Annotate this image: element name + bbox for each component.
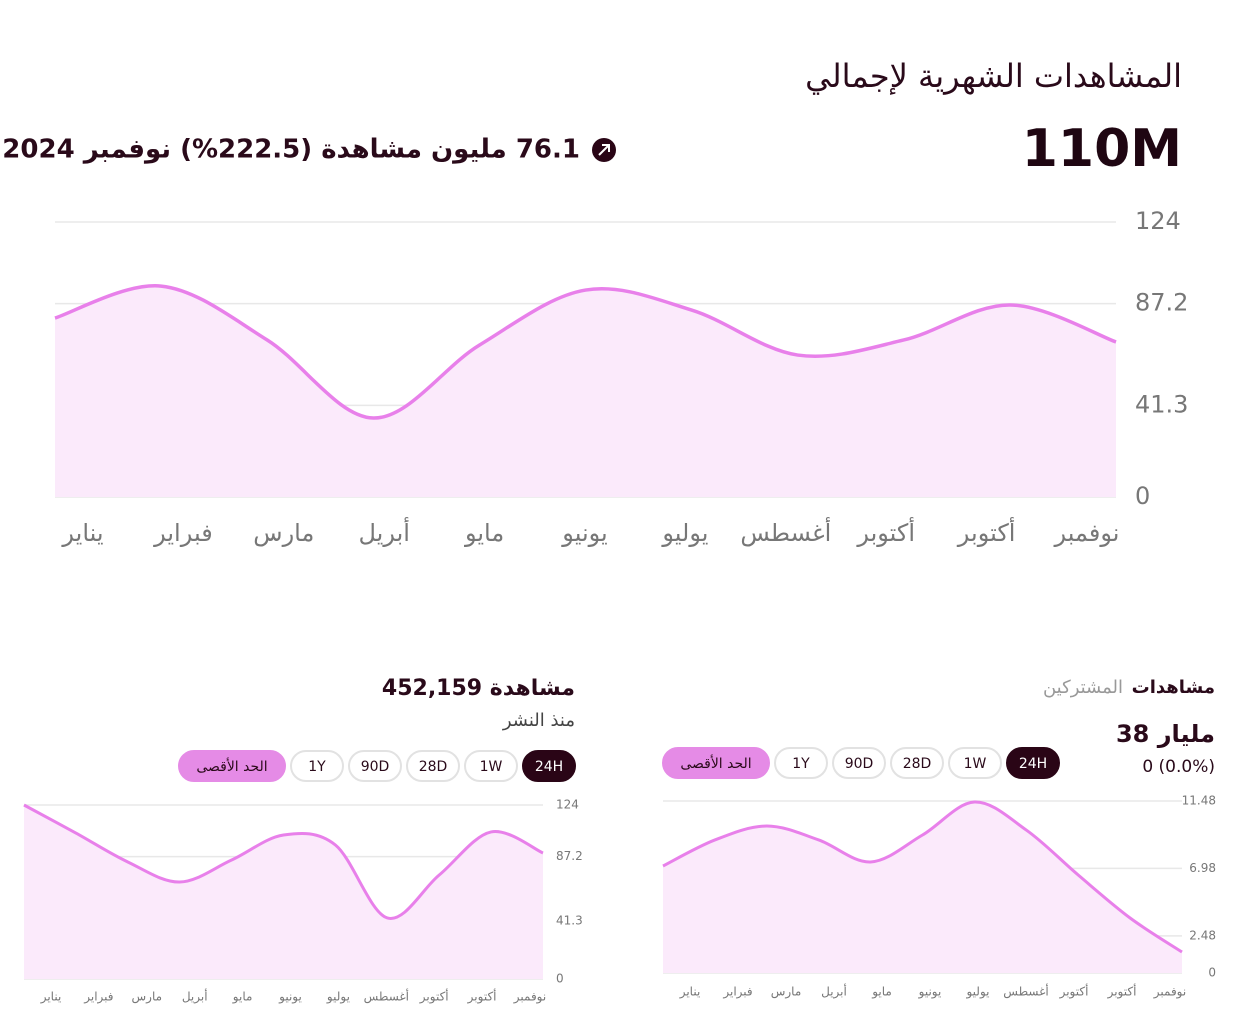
area-fill <box>663 802 1182 973</box>
x-tick-label: أكتوبر <box>467 989 497 1005</box>
range-button[interactable] <box>348 750 402 782</box>
left-subtitle: منذ النشر <box>502 710 575 731</box>
x-tick-label: يونيو <box>278 990 302 1005</box>
range-button-label[interactable]: 1Y <box>308 759 326 775</box>
line <box>54 284 1117 420</box>
x-tick-label: أبريل <box>358 517 409 547</box>
range-button-label[interactable]: 1W <box>480 759 503 775</box>
x-tick-label: أغسطس <box>364 989 409 1005</box>
x-tick-label: مايو <box>464 519 504 547</box>
x-tick-label: يناير <box>40 990 62 1005</box>
y-tick-label: 87.2 <box>1135 289 1188 317</box>
range-button[interactable] <box>178 750 286 782</box>
line <box>23 803 544 920</box>
range-button[interactable] <box>406 750 460 782</box>
x-tick-label: يوليو <box>661 519 708 547</box>
range-button[interactable] <box>662 747 770 779</box>
range-button-label[interactable]: الحد الأقصى <box>680 754 751 772</box>
range-button[interactable] <box>464 750 518 782</box>
y-tick-label: 2.48 <box>1189 928 1216 942</box>
x-tick-label: مارس <box>771 985 802 1000</box>
range-button-label[interactable]: 24H <box>1019 756 1047 772</box>
x-tick-label: مايو <box>232 990 253 1005</box>
range-button[interactable] <box>290 750 344 782</box>
x-tick-label: مايو <box>871 985 892 1000</box>
range-button[interactable] <box>948 747 1002 779</box>
tab[interactable]: مشاهدات <box>1132 677 1215 698</box>
range-button-label[interactable]: 1W <box>964 756 987 772</box>
area-fill <box>55 285 1116 497</box>
right-title: 38 مليار <box>1116 720 1215 748</box>
x-tick-label: نوفمبر <box>513 990 546 1005</box>
y-tick-label: 87.2 <box>556 849 583 863</box>
range-button-label[interactable]: 90D <box>845 756 874 772</box>
x-tick-label: أكتوبر <box>1059 984 1089 1000</box>
x-tick-label: يونيو <box>561 519 607 547</box>
range-button[interactable] <box>774 747 828 779</box>
range-button[interactable] <box>522 750 576 782</box>
x-tick-label: فبراير <box>153 519 213 547</box>
y-tick-label: 41.3 <box>556 914 583 928</box>
total-value: 110M <box>1022 119 1182 179</box>
x-tick-label: يوليو <box>326 990 350 1005</box>
x-tick-label: أكتوبر <box>1107 984 1137 1000</box>
x-tick-label: نوفمبر <box>1153 985 1186 1000</box>
change-text: 76.1 مليون مشاهدة (222.5%) نوفمبر 2024 <box>2 135 580 165</box>
area-fill <box>24 805 543 979</box>
x-tick-label: يناير <box>61 519 103 547</box>
range-button-label[interactable]: 28D <box>903 756 932 772</box>
y-tick-label: 6.98 <box>1189 861 1216 875</box>
range-button[interactable] <box>890 747 944 779</box>
y-tick-label: 0 <box>556 972 564 986</box>
x-tick-label: يوليو <box>965 985 989 1000</box>
y-tick-label: 124 <box>1135 207 1181 235</box>
y-tick-label: 124 <box>556 798 579 812</box>
x-tick-label: يناير <box>679 985 701 1000</box>
x-tick-label: فبراير <box>83 990 113 1005</box>
range-button-label[interactable]: 28D <box>419 759 448 775</box>
x-tick-label: أكتوبر <box>957 517 1016 547</box>
y-tick-label: 0 <box>1135 482 1150 510</box>
range-button[interactable] <box>1006 747 1060 779</box>
x-tick-label: مارس <box>132 990 163 1005</box>
left-title: 452,159 مشاهدة <box>382 676 575 701</box>
range-button[interactable] <box>832 747 886 779</box>
range-button-label[interactable]: الحد الأقصى <box>196 757 267 775</box>
y-tick-label: 41.3 <box>1135 390 1188 418</box>
x-tick-label: مارس <box>253 519 314 547</box>
x-tick-label: أغسطس <box>1003 984 1048 1000</box>
right-subtitle: 0 (0.0%) <box>1142 757 1215 777</box>
trend-arrow <box>598 144 610 156</box>
x-tick-label: أكتوبر <box>419 989 449 1005</box>
range-button-label[interactable]: 24H <box>535 759 563 775</box>
line <box>662 800 1183 954</box>
range-button-label[interactable]: 1Y <box>792 756 810 772</box>
tab[interactable]: المشتركين <box>1043 677 1123 698</box>
y-tick-label: 11.48 <box>1182 794 1216 808</box>
y-tick-label: 0 <box>1208 966 1216 980</box>
x-tick-label: أبريل <box>182 989 208 1005</box>
x-tick-label: يونيو <box>918 985 942 1000</box>
page-title: المشاهدات الشهرية لإجمالي <box>805 57 1182 95</box>
x-tick-label: أغسطس <box>740 517 831 547</box>
x-tick-label: نوفمبر <box>1054 519 1120 547</box>
range-button-label[interactable]: 90D <box>361 759 390 775</box>
x-tick-label: فبراير <box>722 985 752 1000</box>
x-tick-label: أبريل <box>821 984 847 1000</box>
x-tick-label: أكتوبر <box>856 517 915 547</box>
